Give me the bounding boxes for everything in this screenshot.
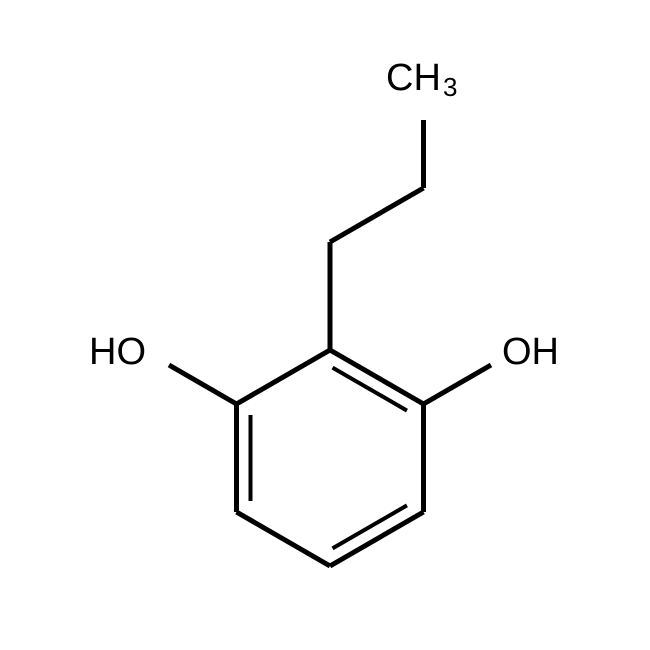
ch3-label: CH (386, 57, 441, 99)
oh-label-right: OH (502, 331, 559, 373)
ch3-subscript: 3 (443, 72, 457, 102)
ring-bond (330, 350, 424, 404)
ring-bond (237, 512, 331, 566)
ring-bond (237, 350, 331, 404)
oh-bond-left (169, 365, 237, 404)
ring-bond (330, 512, 424, 566)
propyl-bond (330, 188, 424, 242)
oh-bond-right (424, 365, 492, 404)
chemical-structure-diagram: CH3 HO OH (0, 0, 650, 650)
oh-label-left: HO (89, 331, 146, 373)
